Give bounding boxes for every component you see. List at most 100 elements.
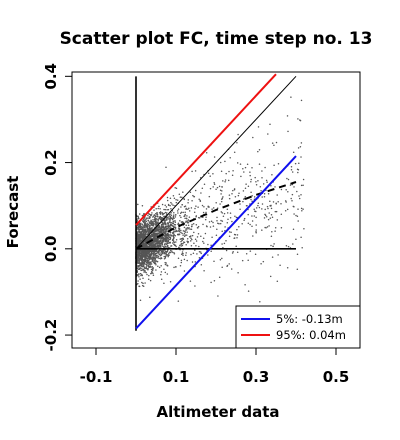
scatter-point bbox=[269, 123, 271, 125]
scatter-point bbox=[269, 200, 271, 202]
scatter-point bbox=[195, 224, 198, 226]
scatter-point bbox=[165, 229, 167, 232]
scatter-point bbox=[160, 227, 163, 230]
scatter-point bbox=[175, 241, 177, 243]
scatter-point bbox=[149, 214, 152, 216]
scatter-point bbox=[250, 191, 252, 193]
scatter-point bbox=[163, 255, 165, 258]
scatter-point bbox=[231, 220, 233, 223]
scatter-point bbox=[224, 179, 227, 181]
scatter-point bbox=[262, 183, 265, 185]
scatter-point bbox=[185, 224, 187, 227]
scatter-point bbox=[257, 202, 260, 204]
scatter-point bbox=[169, 280, 172, 283]
scatter-point bbox=[147, 246, 149, 248]
scatter-point bbox=[138, 285, 140, 288]
scatter-point bbox=[255, 180, 257, 183]
scatter-point bbox=[182, 242, 184, 245]
scatter-point bbox=[273, 144, 275, 146]
scatter-point bbox=[156, 241, 159, 244]
scatter-point bbox=[138, 273, 140, 275]
scatter-point bbox=[219, 222, 222, 225]
scatter-point bbox=[140, 234, 142, 237]
scatter-point bbox=[246, 204, 248, 207]
scatter-point bbox=[258, 206, 261, 209]
scatter-point bbox=[277, 201, 279, 203]
scatter-point bbox=[138, 217, 140, 220]
scatter-point bbox=[201, 204, 204, 207]
scatter-point bbox=[153, 261, 156, 263]
scatter-point bbox=[290, 168, 293, 171]
scatter-point bbox=[302, 208, 304, 210]
scatter-point bbox=[169, 238, 171, 241]
scatter-point bbox=[182, 221, 185, 224]
scatter-point bbox=[136, 255, 139, 258]
scatter-point bbox=[192, 194, 194, 197]
scatter-point bbox=[148, 254, 151, 256]
scatter-point bbox=[157, 255, 160, 257]
scatter-point bbox=[158, 257, 160, 260]
scatter-point bbox=[224, 180, 226, 183]
scatter-point bbox=[151, 269, 154, 272]
scatter-point bbox=[162, 223, 165, 226]
scatter-point bbox=[274, 186, 276, 188]
scatter-point bbox=[155, 269, 157, 271]
scatter-point bbox=[169, 234, 172, 236]
scatter-point bbox=[160, 253, 163, 256]
scatter-point bbox=[192, 222, 195, 225]
scatter-point bbox=[141, 284, 144, 287]
scatter-point bbox=[156, 211, 158, 214]
scatter-point bbox=[146, 265, 148, 267]
scatter-point bbox=[264, 208, 266, 211]
scatter-point bbox=[274, 210, 277, 213]
legend: 5%: -0.13m 95%: 0.04m bbox=[235, 305, 361, 349]
scatter-point bbox=[215, 201, 217, 204]
scatter-point bbox=[208, 221, 211, 223]
scatter-point bbox=[218, 223, 220, 225]
scatter-point bbox=[189, 191, 192, 194]
scatter-point bbox=[154, 255, 156, 257]
scatter-point bbox=[163, 257, 166, 260]
scatter-point bbox=[194, 249, 196, 251]
scatter-point bbox=[180, 231, 182, 234]
scatter-point bbox=[147, 226, 149, 228]
scatter-point bbox=[159, 246, 161, 248]
scatter-point bbox=[164, 232, 167, 234]
scatter-point bbox=[238, 225, 240, 228]
scatter-point bbox=[255, 207, 258, 209]
scatter-point bbox=[177, 257, 180, 260]
scatter-point bbox=[186, 221, 189, 223]
scatter-point bbox=[190, 228, 193, 230]
scatter-point bbox=[191, 261, 194, 263]
scatter-point bbox=[148, 266, 150, 269]
scatter-point bbox=[138, 257, 141, 260]
scatter-point bbox=[149, 243, 151, 246]
scatter-point bbox=[173, 243, 175, 246]
scatter-point bbox=[177, 208, 180, 210]
scatter-point bbox=[152, 220, 154, 223]
scatter-point bbox=[173, 251, 175, 254]
scatter-point bbox=[140, 228, 143, 231]
scatter-point bbox=[221, 190, 223, 192]
scatter-point bbox=[141, 220, 144, 222]
scatter-point bbox=[191, 223, 193, 226]
scatter-point bbox=[152, 234, 155, 236]
scatter-point bbox=[179, 238, 182, 240]
scatter-point bbox=[210, 250, 212, 253]
scatter-point bbox=[147, 229, 149, 232]
scatter-point bbox=[220, 170, 223, 173]
scatter-point bbox=[145, 245, 147, 248]
scatter-point bbox=[180, 245, 182, 247]
scatter-point bbox=[300, 193, 302, 196]
scatter-point bbox=[170, 217, 172, 219]
scatter-point bbox=[175, 266, 177, 268]
scatter-point bbox=[163, 268, 165, 270]
scatter-point bbox=[191, 225, 193, 227]
scatter-point bbox=[202, 223, 204, 226]
legend-label: 5%: -0.13m bbox=[276, 312, 343, 326]
scatter-point bbox=[148, 245, 151, 247]
scatter-point bbox=[166, 264, 169, 267]
scatter-point bbox=[267, 207, 269, 210]
scatter-point bbox=[164, 238, 167, 241]
scatter-point bbox=[273, 243, 275, 245]
